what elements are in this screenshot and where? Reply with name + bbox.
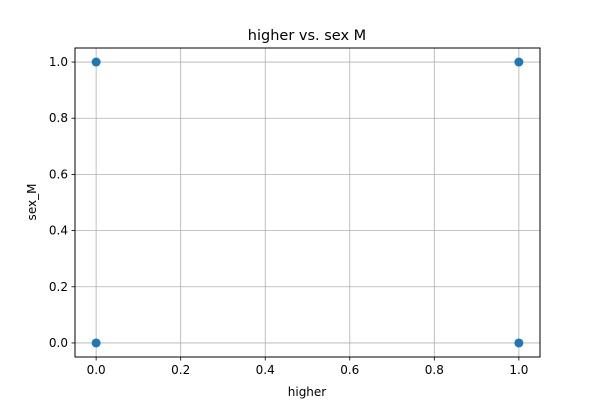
data-point (91, 338, 101, 348)
x-tick-label: 0.8 (425, 363, 444, 377)
x-tick-label: 1.0 (509, 363, 528, 377)
y-axis-ticks: 0.0 0.2 0.4 0.6 0.8 1.0 (49, 55, 75, 350)
x-axis-ticks: 0.0 0.2 0.4 0.6 0.8 1.0 (87, 357, 528, 377)
x-tick-label: 0.4 (256, 363, 275, 377)
y-axis-label: sex_M (25, 184, 39, 221)
grid-lines (75, 48, 540, 357)
data-point (91, 57, 101, 67)
y-tick-label: 0.6 (49, 167, 68, 181)
y-tick-label: 0.4 (49, 224, 68, 238)
data-point (514, 338, 524, 348)
y-tick-label: 0.2 (49, 280, 68, 294)
y-tick-label: 1.0 (49, 55, 68, 69)
plot-frame (74, 47, 541, 358)
y-tick-label: 0.8 (49, 111, 68, 125)
x-axis-label: higher (288, 385, 327, 399)
x-tick-label: 0.2 (171, 363, 190, 377)
data-point (514, 57, 524, 67)
data-points (91, 57, 524, 348)
y-tick-label: 0.0 (49, 336, 68, 350)
x-tick-label: 0.0 (87, 363, 106, 377)
chart-title: higher vs. sex M (248, 28, 366, 44)
x-tick-label: 0.6 (340, 363, 359, 377)
